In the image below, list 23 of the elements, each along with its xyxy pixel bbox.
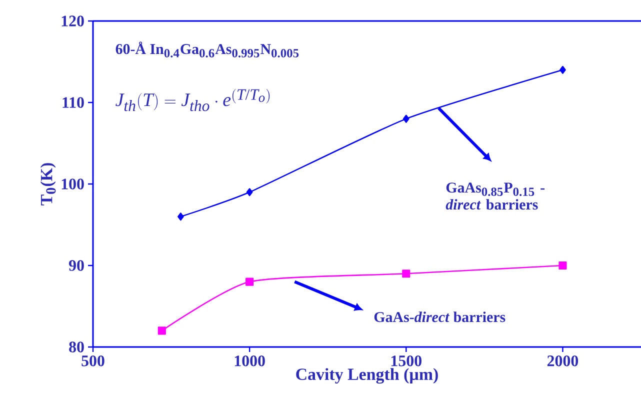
y-tick-label: 120 bbox=[62, 16, 84, 26]
annotation: GaAs-direct barriers bbox=[374, 312, 506, 322]
y-tick-label: 110 bbox=[62, 97, 84, 108]
y-axis-title: T$_{0}$(K) bbox=[40, 163, 56, 206]
x-tick-label: 500 bbox=[82, 356, 104, 366]
point bbox=[560, 66, 566, 74]
point bbox=[558, 261, 567, 270]
point bbox=[246, 278, 254, 286]
x-tick-label: 1000 bbox=[234, 356, 265, 366]
point bbox=[158, 326, 166, 335]
point bbox=[402, 114, 410, 123]
point bbox=[402, 270, 410, 278]
y-tick-label: 80 bbox=[69, 342, 84, 352]
y-tick-label: 90 bbox=[68, 260, 84, 271]
annotation: $J_{th}(T) = J_{tho}\cdot e^{(T/T_o)}$ bbox=[116, 88, 270, 112]
x-axis-title: Cavity Length (µm) bbox=[296, 368, 438, 384]
annotation: 60-Å In$_{0.4}$Ga$_{0.6}$As$_{0.995}$N$_{0.005}$ bbox=[116, 42, 299, 58]
y-tick-label: 100 bbox=[62, 178, 84, 190]
x-tick-label: 2000 bbox=[547, 356, 578, 366]
point bbox=[246, 188, 253, 196]
point bbox=[177, 212, 184, 221]
text: GaAs$_{0.85}$P$_{0.15}$ - direct barriers bbox=[446, 182, 544, 210]
x-tick-label: 1500 bbox=[391, 356, 422, 366]
